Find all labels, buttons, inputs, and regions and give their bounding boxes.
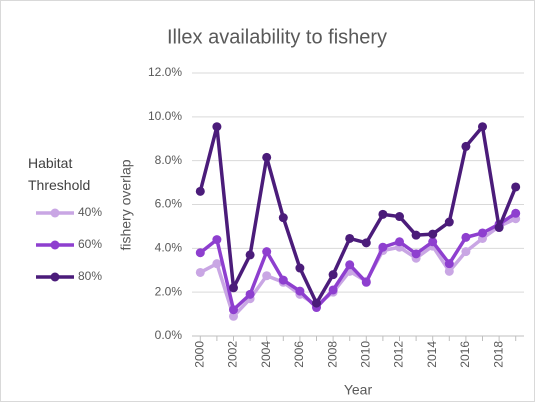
marker (195, 267, 205, 277)
legend-marker (50, 272, 60, 282)
marker (262, 247, 272, 257)
y-axis-label: fishery overlap (118, 159, 134, 250)
marker (411, 249, 421, 259)
x-tick-label: 2000 (192, 341, 206, 368)
marker (229, 283, 238, 293)
legend-marker (50, 208, 60, 218)
marker (229, 311, 238, 321)
legend-title: Habitat Threshold (28, 155, 91, 193)
marker (461, 232, 471, 242)
x-tick-label: 2014 (425, 341, 439, 368)
x-tick-label: 2002 (226, 341, 240, 368)
x-tick-label: 2016 (458, 341, 472, 368)
marker (461, 141, 471, 151)
legend-label: 60% (78, 237, 102, 251)
marker (262, 152, 272, 162)
marker (295, 286, 305, 296)
legend-label: 80% (78, 269, 102, 283)
marker (478, 228, 487, 238)
marker (229, 305, 238, 315)
marker (511, 182, 521, 192)
marker (494, 223, 504, 233)
marker (378, 209, 388, 219)
y-tick-label: 6.0% (155, 197, 183, 211)
marker (328, 285, 338, 295)
marker (295, 263, 305, 273)
marker (478, 122, 487, 132)
marker (411, 230, 421, 240)
marker (444, 266, 454, 276)
chart-title: Illex availability to fishery (167, 26, 387, 48)
marker (361, 277, 371, 287)
marker (328, 270, 338, 280)
marker (511, 208, 521, 218)
marker (345, 260, 355, 270)
marker (444, 259, 454, 269)
marker (262, 271, 272, 281)
y-tick-label: 2.0% (155, 284, 183, 298)
y-tick-label: 8.0% (155, 153, 183, 167)
marker (395, 237, 404, 247)
marker (278, 213, 288, 223)
y-tick-label: 12.0% (148, 65, 182, 79)
y-tick-label: 4.0% (155, 241, 183, 255)
x-tick-label: 2010 (358, 341, 372, 368)
marker (361, 238, 371, 248)
marker (378, 242, 388, 252)
marker (444, 217, 454, 227)
y-tick-label: 0.0% (155, 328, 183, 342)
y-tick-label: 10.0% (148, 109, 182, 123)
marker (345, 233, 355, 243)
marker (312, 298, 321, 308)
marker (395, 212, 404, 222)
x-tick-label: 2004 (259, 341, 273, 368)
marker (212, 259, 222, 269)
marker (212, 235, 222, 245)
line (198, 124, 518, 305)
marker (278, 275, 288, 285)
legend-marker (50, 240, 60, 250)
marker (212, 122, 222, 132)
marker (461, 247, 471, 257)
marker (428, 229, 438, 239)
line (199, 211, 517, 312)
x-tick-label: 2012 (392, 341, 406, 368)
x-tick-label: 2006 (292, 341, 306, 368)
legend-label: 40% (78, 205, 102, 219)
x-tick-label: 2008 (325, 341, 339, 368)
x-axis-label: Year (344, 382, 373, 398)
marker (195, 186, 205, 196)
x-tick-label: 2018 (491, 341, 505, 368)
marker (195, 248, 205, 258)
marker (428, 237, 438, 247)
marker (245, 250, 255, 260)
marker (245, 289, 255, 299)
